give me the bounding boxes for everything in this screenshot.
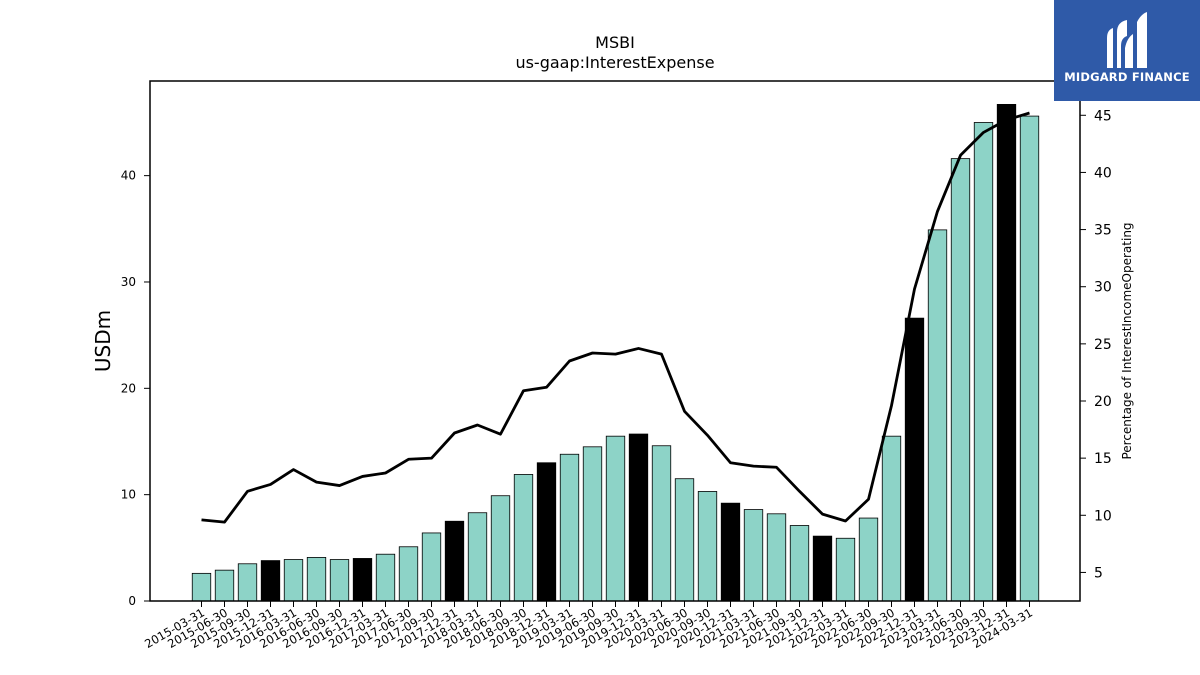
bar <box>283 559 304 602</box>
bar <box>651 445 672 602</box>
bar <box>858 517 879 602</box>
bar <box>927 229 948 602</box>
y-right-tick-label: 10 <box>1094 508 1112 524</box>
percentage-line <box>201 111 1030 524</box>
bar <box>559 453 580 602</box>
logo-mark-icon <box>1107 12 1147 68</box>
chart-subtitle: us-gaap:InterestExpense <box>515 53 714 72</box>
bar <box>513 474 534 602</box>
y-right-tick-label: 30 <box>1094 280 1112 296</box>
bar <box>582 446 603 602</box>
bar <box>536 462 557 602</box>
bar <box>904 317 925 602</box>
y-right-tick-label: 45 <box>1094 108 1112 124</box>
y-right-tick-label: 5 <box>1094 565 1103 581</box>
y-tick-label: 40 <box>121 169 136 183</box>
bar <box>444 520 465 602</box>
bar <box>789 525 810 602</box>
y-axis-label: USDm <box>91 310 115 372</box>
bar <box>352 558 373 602</box>
bar <box>674 478 695 602</box>
chart-title: MSBI <box>595 33 635 52</box>
x-axis: 2015-03-312015-06-302015-09-302015-12-31… <box>142 601 1035 651</box>
bar <box>743 509 764 602</box>
logo-text: MIDGARD FINANCE <box>1064 70 1190 84</box>
bar <box>950 158 971 602</box>
bar <box>605 435 626 602</box>
midgard-finance-logo: MIDGARD FINANCE <box>1054 0 1200 101</box>
bar <box>237 563 258 602</box>
y-tick-label: 20 <box>121 381 136 395</box>
bar <box>697 491 718 602</box>
y-right-tick-label: 40 <box>1094 165 1112 181</box>
bar <box>996 103 1017 602</box>
bar <box>628 433 649 602</box>
bar <box>467 512 488 602</box>
y-tick-label: 10 <box>121 488 136 502</box>
bar <box>375 553 396 602</box>
bar <box>766 513 787 602</box>
bar <box>260 560 281 602</box>
bar <box>490 495 511 602</box>
bar <box>881 435 902 602</box>
y-axis-left: 0 10 20 30 40 <box>121 169 150 608</box>
y-right-tick-label: 20 <box>1094 394 1112 410</box>
y-right-tick-label: 35 <box>1094 223 1112 239</box>
line-layer <box>201 111 1030 524</box>
bar <box>973 122 994 602</box>
bar <box>1019 115 1040 602</box>
bars-layer <box>191 103 1040 602</box>
bar <box>329 559 350 602</box>
bar <box>421 532 442 602</box>
bar <box>191 572 212 602</box>
bar <box>306 557 327 602</box>
bar <box>720 502 741 602</box>
y-axis-right: 5 10 15 20 25 30 35 40 45 <box>1080 108 1112 581</box>
bar <box>398 546 419 602</box>
y-tick-label: 30 <box>121 275 136 289</box>
bar <box>812 535 833 602</box>
y-axis-label-right: Percentage of InterestIncomeOperating <box>1120 222 1134 459</box>
bar <box>835 537 856 602</box>
y-tick-label: 0 <box>128 594 136 608</box>
y-right-tick-label: 25 <box>1094 337 1112 353</box>
y-right-tick-label: 15 <box>1094 451 1112 467</box>
bar <box>214 569 235 602</box>
